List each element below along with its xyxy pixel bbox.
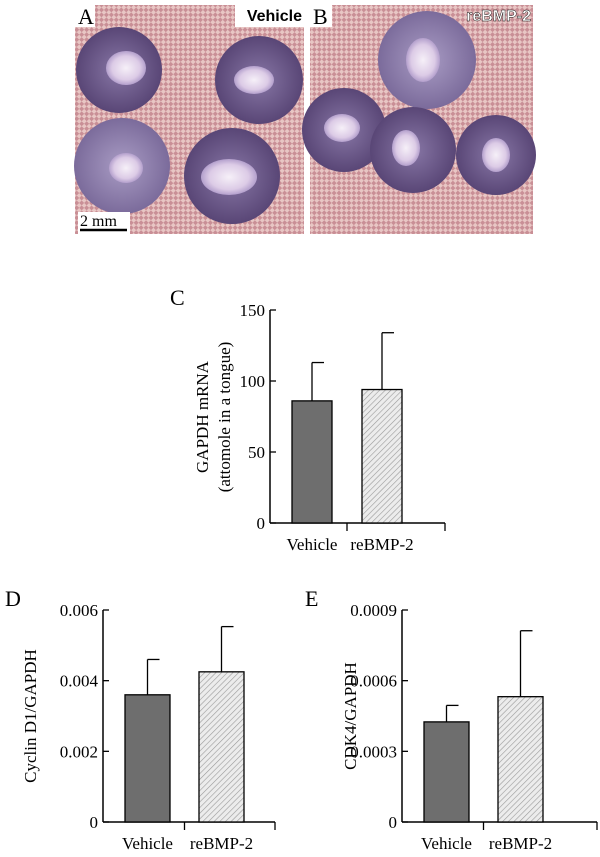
y-tick-label: 0.0009 (350, 601, 397, 620)
panel-letter: D (5, 586, 21, 611)
y-tick-label: 50 (248, 443, 265, 462)
panel-a-photo: A Vehicle 2 mm (74, 4, 304, 234)
bar (124, 694, 171, 823)
chart-e: E 0 0.0003 0.0006 0.0009 Vehicle reBMP-2 CDK4/G… (305, 586, 598, 853)
x-tick-label: Vehicle (287, 535, 338, 554)
panel-b-photo: B reBMP-2 (302, 4, 536, 234)
disc-center (324, 114, 360, 142)
letter-background (310, 5, 332, 27)
chart-d: D 0 0.002 0.004 0.006 Vehicle reBMP-2 Cyclin D1… (5, 586, 276, 853)
y-axis-label: Cyclin D1/GAPDH (21, 649, 40, 783)
panel-letter: C (170, 285, 185, 310)
y-tick-label: 0.0003 (350, 742, 397, 761)
scale-bar-background (78, 212, 130, 234)
x-tick-label: Vehicle (122, 834, 173, 853)
y-tick-label: 0 (257, 514, 266, 533)
disc-center (201, 159, 257, 195)
disc-center (109, 153, 143, 183)
bar (198, 671, 245, 823)
label-background (235, 5, 304, 27)
y-tick-label: 0 (90, 813, 99, 832)
bar (291, 400, 333, 524)
scale-bar-label: 2 mm (80, 213, 117, 230)
y-tick-label: 0.006 (60, 601, 98, 620)
panel-b-label: reBMP-2 (466, 8, 531, 25)
y-tick-label: 0.004 (60, 672, 99, 691)
y-axis-label-line2: (attomole in a tongue) (215, 342, 234, 493)
bar (423, 721, 470, 823)
x-tick-label: Vehicle (421, 834, 472, 853)
panel-a-label: Vehicle (247, 8, 302, 25)
y-tick-label: 0 (389, 813, 398, 832)
letter-background (75, 5, 95, 27)
disc-center (406, 38, 440, 82)
panel-letter-b: B (313, 4, 328, 29)
disc-center (482, 138, 510, 172)
bar (497, 696, 544, 823)
disc-center (106, 51, 146, 85)
x-tick-label: reBMP-2 (190, 834, 253, 853)
y-axis-label: CDK4/GAPDH (341, 662, 360, 770)
y-tick-label: 100 (240, 372, 266, 391)
disc-center (392, 130, 420, 166)
y-tick-label: 0.0006 (350, 672, 397, 691)
y-tick-label: 150 (240, 301, 266, 320)
disc-center (234, 66, 274, 94)
y-axis-label: GAPDH mRNA (193, 360, 212, 473)
chart-c: C 0 50 100 150 Vehicle reBMP-2 GAPDH mRNA (attom… (170, 285, 446, 554)
panel-letter-a: A (78, 4, 94, 29)
x-tick-label: reBMP-2 (489, 834, 552, 853)
y-tick-label: 0.002 (60, 742, 98, 761)
panel-letter: E (305, 586, 318, 611)
bar (361, 388, 403, 524)
x-tick-label: reBMP-2 (350, 535, 413, 554)
